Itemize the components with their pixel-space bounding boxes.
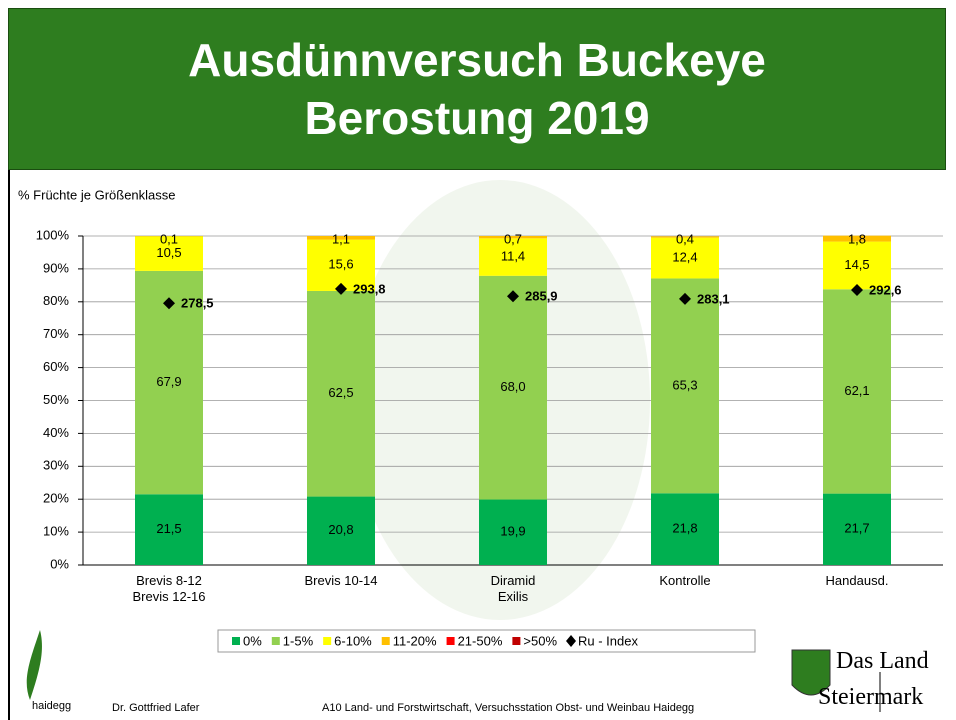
y-tick-label: 0% [50,556,69,571]
brand-line: Das Land [836,648,929,675]
legend-swatch [272,637,280,645]
value-label: 14,5 [844,257,869,272]
slide-title: Ausdünnversuch Buckeye Berostung 2019 [8,8,946,170]
brand-line: Steiermark [818,684,923,711]
y-tick-label: 90% [43,260,69,275]
legend-swatch [232,637,240,645]
value-label: 0,1 [160,231,178,246]
y-tick-label: 100% [36,227,70,242]
value-label: 62,1 [844,383,869,398]
value-label: 62,5 [328,385,353,400]
value-label: 283,1 [697,291,730,306]
x-tick-label: Kontrolle [605,573,765,589]
x-tick-label: Handausd. [777,573,937,589]
value-label: 1,1 [332,231,350,246]
logo-text: haidegg [32,700,71,712]
value-label: 67,9 [156,374,181,389]
legend-label: 0% [243,633,262,648]
y-axis-label: % Früchte je Größenklasse [18,187,176,202]
value-label: 21,5 [156,521,181,536]
y-tick-label: 20% [43,491,69,506]
value-label: 65,3 [672,377,697,392]
legend-label: 1-5% [283,633,314,648]
value-label: 0,4 [676,231,694,246]
y-tick-label: 70% [43,326,69,341]
value-label: 278,5 [181,296,214,311]
value-label: 12,4 [672,249,697,264]
logo-leaf [27,630,42,700]
y-tick-label: 60% [43,359,69,374]
legend-swatch [512,637,520,645]
legend-swatch [447,637,455,645]
legend-swatch [323,637,331,645]
value-label: 10,5 [156,245,181,260]
value-label: 19,9 [500,524,525,539]
author: Dr. Gottfried Lafer [112,702,199,714]
y-tick-label: 80% [43,293,69,308]
value-label: 285,9 [525,289,558,304]
value-label: 21,7 [844,521,869,536]
legend-swatch [382,637,390,645]
frame-border [8,170,10,720]
legend-label: Ru - Index [578,633,638,648]
value-label: 11,4 [501,248,525,263]
legend-label: 6-10% [334,633,372,648]
y-tick-label: 50% [43,392,69,407]
value-label: 15,6 [328,257,353,272]
value-label: 21,8 [672,521,697,536]
y-tick-label: 30% [43,458,69,473]
value-label: 293,8 [353,281,386,296]
value-label: 68,0 [500,379,525,394]
x-tick-label: Diramid Exilis [433,573,593,605]
legend-label: >50% [523,633,557,648]
x-tick-label: Brevis 10-14 [261,573,421,589]
value-label: 20,8 [328,522,353,537]
value-label: 0,7 [504,231,522,246]
x-tick-label: Brevis 8-12 Brevis 12-16 [89,573,249,605]
legend-label: 21-50% [458,633,503,648]
slide: % Früchte je Größenklasse 0% 10% 20% 30% 40%… [0,0,956,720]
y-tick-label: 10% [43,524,69,539]
institution: A10 Land- und Forstwirtschaft, Versuchss… [322,702,694,714]
legend-label: 11-20% [393,633,437,648]
y-tick-label: 40% [43,425,69,440]
value-label: 1,8 [848,231,866,246]
value-label: 292,6 [869,282,902,297]
